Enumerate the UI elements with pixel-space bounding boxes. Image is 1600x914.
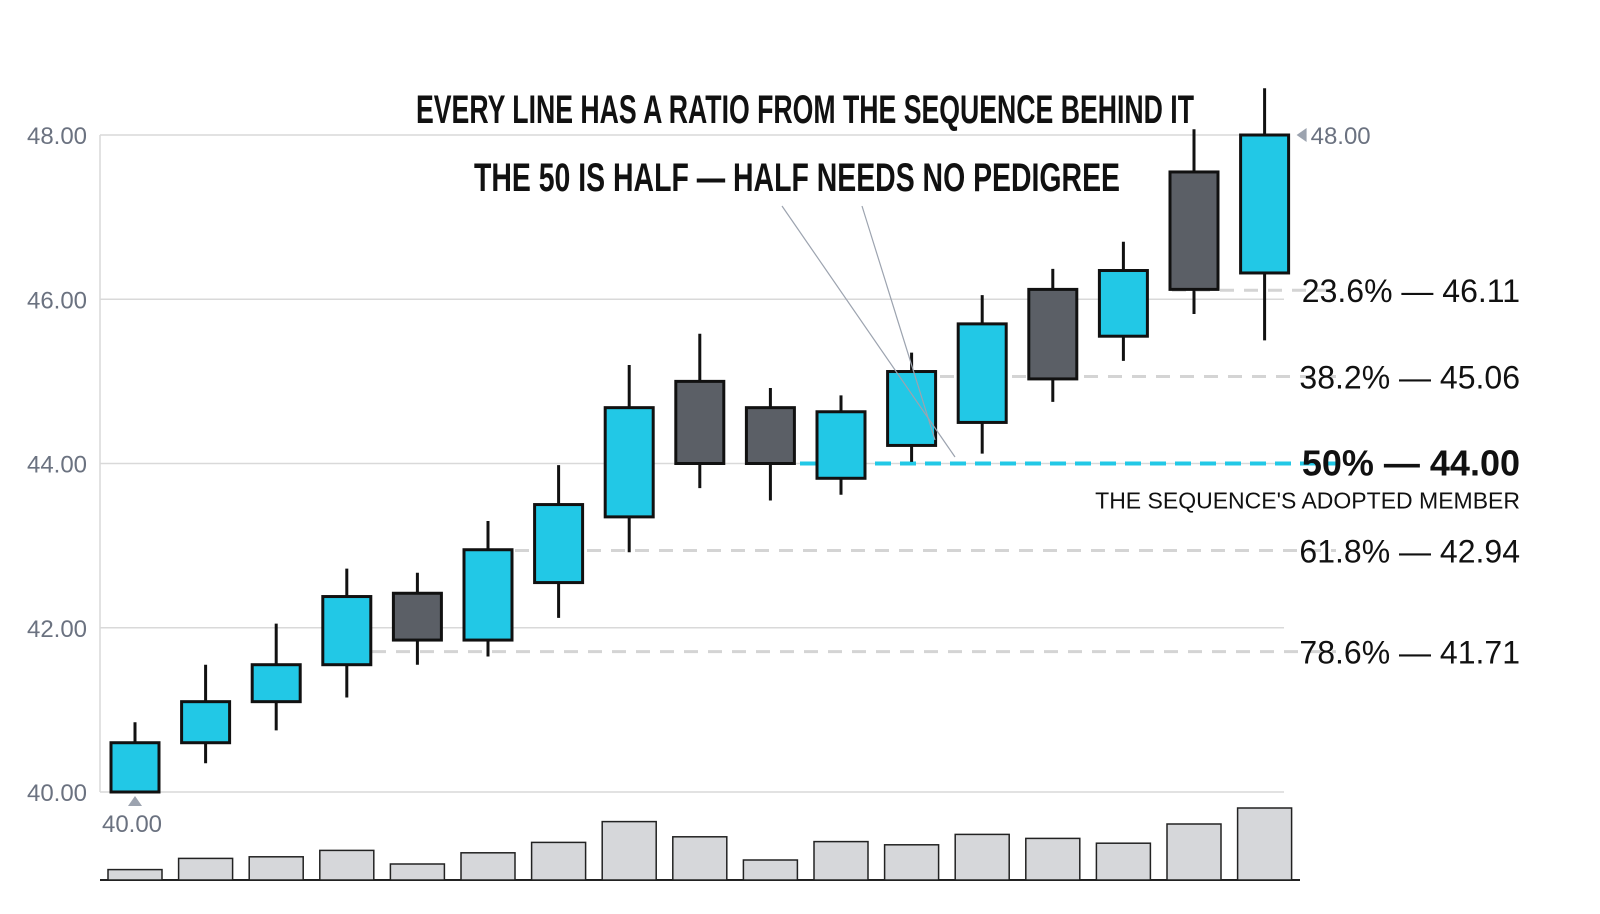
- swing-low-arrow-icon: [128, 796, 142, 806]
- candle-8: [603, 364, 655, 553]
- candle-body: [886, 370, 938, 447]
- candle-12: [886, 352, 938, 462]
- volume-bar: [389, 863, 446, 881]
- fib-label-61-8: 61.8% — 42.94: [1299, 534, 1520, 570]
- volume-bar: [883, 844, 940, 881]
- candle-body: [321, 595, 373, 667]
- volume-bar: [672, 836, 728, 881]
- volume-bar: [530, 841, 587, 881]
- volume-bar: [1236, 807, 1293, 881]
- candle-2: [180, 664, 232, 764]
- candle-body: [674, 379, 726, 465]
- volume-bar: [1025, 837, 1081, 881]
- fib-labels: 23.6% — 46.11 38.2% — 45.06 50% — 44.00 THE…: [1095, 273, 1520, 670]
- candle-16: [1168, 129, 1220, 315]
- fib-label-38-2: 38.2% — 45.06: [1299, 359, 1520, 395]
- candle-body: [250, 663, 302, 704]
- fib-label-78-6: 78.6% — 41.71: [1299, 635, 1520, 671]
- swing-high-arrow-icon: [1296, 128, 1307, 142]
- candle-11: [815, 395, 867, 495]
- volume-bar: [742, 859, 799, 881]
- y-tick-label: 40.00: [27, 780, 87, 807]
- candle-1: [109, 722, 161, 794]
- y-tick-label: 46.00: [27, 287, 87, 314]
- fib-note: THE SEQUENCE'S ADOPTED MEMBER: [1095, 488, 1520, 514]
- y-tick-label: 48.00: [27, 123, 87, 150]
- volume-bars: [107, 807, 1293, 881]
- candle-3: [250, 623, 302, 731]
- swing-high-label: 48.00: [1311, 123, 1371, 150]
- volume-bar: [1095, 842, 1152, 881]
- candle-9: [674, 333, 726, 489]
- candle-body: [1097, 269, 1149, 338]
- volume-bar: [460, 852, 516, 881]
- volume-bar: [601, 820, 657, 881]
- volume-bar: [1166, 823, 1222, 881]
- volume-bar: [319, 849, 375, 881]
- candle-body: [109, 741, 161, 794]
- candle-body: [744, 406, 796, 465]
- y-tick-label: 44.00: [27, 452, 87, 479]
- fib-label-23-6: 23.6% — 46.11: [1302, 273, 1520, 309]
- candle-body: [956, 322, 1008, 424]
- candle-17: [1239, 88, 1291, 341]
- candle-body: [180, 700, 232, 745]
- y-tick-label: 42.00: [27, 616, 87, 643]
- volume-bar: [177, 857, 234, 881]
- swing-markers: 40.00 48.00: [102, 123, 1371, 838]
- pointer-line: [861, 205, 936, 441]
- candle-body: [391, 591, 443, 642]
- pointer-line: [781, 205, 956, 458]
- candle-body: [533, 503, 585, 585]
- candle-15: [1097, 241, 1149, 361]
- headline-line-2: THE 50 IS HALF — HALF NEEDS NO PEDIGREE: [474, 156, 1120, 200]
- headline-line-1: EVERY LINE HAS A RATIO FROM THE SEQUENCE…: [416, 88, 1194, 132]
- candle-body: [1027, 287, 1079, 381]
- candle-10: [744, 387, 796, 501]
- candle-13: [956, 295, 1008, 454]
- candle-body: [1239, 133, 1291, 275]
- candle-body: [1168, 170, 1220, 291]
- volume-bar: [107, 868, 163, 881]
- candles: [109, 88, 1291, 794]
- candle-6: [462, 520, 514, 657]
- headline-pointers: [781, 205, 956, 458]
- candle-4: [321, 568, 373, 698]
- candle-5: [391, 572, 443, 665]
- candle-body: [603, 406, 655, 519]
- candle-body: [462, 548, 514, 642]
- swing-low-label: 40.00: [102, 811, 162, 838]
- volume-bar: [248, 856, 304, 881]
- candle-body: [815, 410, 867, 480]
- volume-bar: [813, 840, 869, 881]
- volume-bar: [954, 833, 1010, 881]
- candle-14: [1027, 268, 1079, 402]
- candle-7: [533, 465, 585, 618]
- fib-label-50: 50% — 44.00: [1302, 443, 1520, 484]
